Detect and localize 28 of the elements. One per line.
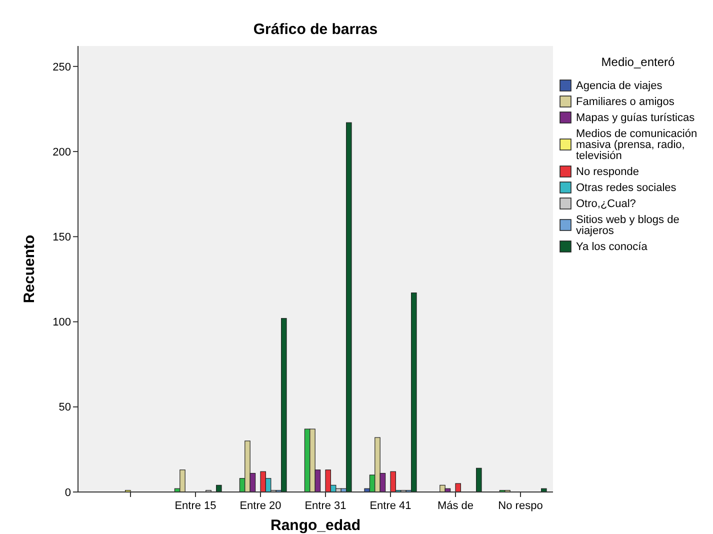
y-tick-label: 250 (52, 61, 71, 74)
legend-label: No responde (576, 166, 639, 178)
y-tick-label: 100 (52, 316, 71, 329)
y-tick-label: 150 (52, 232, 71, 244)
x-tick-label: No respo (498, 500, 543, 512)
legend-label: Medios de comunicación masiva (prensa, radio, televisión (576, 128, 698, 162)
bar (216, 484, 222, 492)
legend-label: Otro,¿Cual? (576, 198, 636, 210)
x-tick-label: Entre 31 (304, 500, 346, 512)
legend-label: Familiares o amigos (576, 96, 675, 108)
y-tick-label: 200 (52, 146, 71, 158)
legend-label: Ya los conocía (576, 241, 648, 253)
x-tick-label: Entre 20 (240, 500, 282, 512)
bar (476, 468, 482, 492)
y-tick-label: 0 (64, 486, 71, 499)
x-axis-title: Rango_edad (270, 517, 361, 534)
legend-label: Agencia de viajes (576, 80, 663, 92)
x-tick-label: Entre 41 (370, 500, 412, 512)
y-axis-title: Recuento (21, 234, 38, 304)
x-tick-label: Entre 15 (174, 500, 216, 512)
x-tick-label: Más de (437, 500, 474, 512)
legend-label: Mapas y guías turísticas (576, 112, 696, 124)
y-tick-label: 50 (58, 402, 71, 414)
chart-title: Gráfico de barras (253, 21, 378, 38)
legend-label: Otras redes sociales (576, 182, 677, 194)
legend-title: Medio_enteró (601, 55, 676, 69)
bar (455, 483, 461, 492)
legend-label: Sitios web y blogs de viajeros (576, 214, 680, 237)
